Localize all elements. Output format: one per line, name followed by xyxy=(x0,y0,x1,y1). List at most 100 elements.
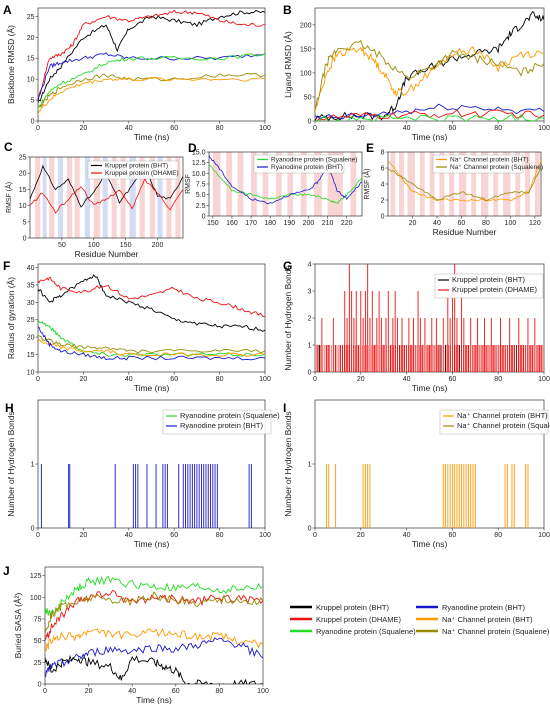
y-tick-label: 35 xyxy=(27,282,35,289)
x-tick-label: 20 xyxy=(80,532,88,539)
x-tick-label: 20 xyxy=(357,532,365,539)
y-tick-label: 25 xyxy=(34,660,42,667)
plot-area xyxy=(326,464,529,528)
y-tick-label: 0 xyxy=(308,526,312,533)
x-tick-label: 0 xyxy=(36,125,40,132)
x-tick-label: 40 xyxy=(403,532,411,539)
legend-label: Na⁺ Channel protein (Squalene) xyxy=(442,627,550,636)
x-tick-label: 100 xyxy=(88,242,100,249)
series-line xyxy=(38,9,265,102)
x-tick-label: 100 xyxy=(259,376,271,383)
y-tick-label: 100 xyxy=(300,70,312,77)
legend-box xyxy=(432,154,524,174)
panel-j: 0 20 40 60 80 100 0 25 50 75 100 125 Time (ns) Buried… xyxy=(3,564,269,704)
y-axis-label: RMSF xyxy=(185,174,192,194)
legend-label: Ryanodine protein (BHT) xyxy=(271,164,343,171)
x-tick-label: 40 xyxy=(433,220,441,227)
residue-band xyxy=(449,152,455,216)
residue-band xyxy=(212,152,221,216)
x-tick-label: 150 xyxy=(120,242,132,249)
x-tick-label: 100 xyxy=(259,532,271,539)
x-tick-label: 200 xyxy=(152,242,164,249)
series-line xyxy=(45,637,263,678)
y-tick-label: 5 xyxy=(23,219,27,226)
residue-band xyxy=(275,152,282,216)
y-tick-label: 1 xyxy=(308,462,312,469)
y-axis-label: Number of Hydrogen Bonds xyxy=(6,411,16,516)
y-tick-label: 15 xyxy=(27,56,35,63)
series-line xyxy=(45,627,263,653)
x-tick-label: 20 xyxy=(85,688,93,695)
legend-label: Kruppel protein (BHT) xyxy=(105,163,168,170)
plot-area xyxy=(388,159,541,202)
x-tick-label: 40 xyxy=(403,376,411,383)
y-tick-label: 5 xyxy=(31,98,35,105)
residue-band xyxy=(35,157,41,238)
panel-label: A xyxy=(3,3,12,17)
plot-area xyxy=(45,575,263,684)
residue-band xyxy=(58,157,64,238)
x-tick-label: 100 xyxy=(257,688,269,695)
residue-band xyxy=(471,152,477,216)
panel-label: D xyxy=(188,141,197,155)
y-tick-label: 20 xyxy=(27,335,35,342)
x-tick-label: 60 xyxy=(170,376,178,383)
y-tick-label: 10 xyxy=(27,77,35,84)
residue-band xyxy=(300,152,307,216)
y-tick-label: 0 xyxy=(23,236,27,243)
legend-box xyxy=(87,160,179,180)
y-axis-label: Buried SASA (Å²) xyxy=(13,593,23,659)
panel-c: 50 100 150 200 0 5 10 15 20 25 Residue Number RMSF … xyxy=(4,140,184,259)
x-tick-label: 60 xyxy=(449,532,457,539)
series-line xyxy=(315,103,544,120)
x-tick-label: 80 xyxy=(494,125,502,132)
panel-a: 0 20 40 60 80 100 0 5 10 15 20 25 Time (ns) Backbone … xyxy=(3,3,271,142)
x-tick-label: 80 xyxy=(216,376,224,383)
series-line xyxy=(38,72,265,108)
series-line xyxy=(38,276,265,317)
series-line xyxy=(315,39,544,111)
y-tick-label: 1 xyxy=(308,343,312,350)
residue-band xyxy=(534,152,540,216)
legend-label: Na⁺ Channel protein (BHT) xyxy=(450,157,529,164)
axes-frame xyxy=(29,156,184,239)
residue-band xyxy=(226,152,232,216)
legend-label: Na⁺ Channel protein (Squalene) xyxy=(457,421,550,430)
residue-band xyxy=(503,152,511,216)
legend-box xyxy=(439,409,549,435)
x-axis-label: Time (ns) xyxy=(136,695,172,704)
x-tick-label: 40 xyxy=(403,125,411,132)
y-tick-label: 15 xyxy=(27,352,35,359)
x-tick-label: 100 xyxy=(538,376,550,383)
y-axis-label: Number of Hydrogen Bonds xyxy=(283,265,293,370)
x-tick-label: 0 xyxy=(313,532,317,539)
legend-label: Kruppel protein (DHAME) xyxy=(316,615,402,624)
x-tick-label: 60 xyxy=(449,376,457,383)
residue-band xyxy=(129,157,136,238)
axes-frame xyxy=(314,7,545,122)
panel-i: 0 20 40 60 80 100 0 1 Time (ns) Number of Hydroge… xyxy=(283,399,550,549)
series-line xyxy=(38,334,265,354)
y-tick-label: 50 xyxy=(304,94,312,101)
panel-e: 20 40 60 80 100 120 0 2 4 6 8 Residue Number RMSF (Å… xyxy=(362,141,543,237)
legend-label: Na⁺ Channel protein (BHT) xyxy=(442,615,533,624)
y-tick-label: 2.5 xyxy=(196,203,206,210)
x-tick-label: 200 xyxy=(303,220,315,227)
panel-d: 150 160 170 180 190 200 210 220 0 2.5 5.0 7.5 10.0 12… xyxy=(185,141,363,227)
legend-label: Kruppel protein (DHAME) xyxy=(105,170,179,177)
residue-band xyxy=(439,152,445,216)
legend-label: Ryanodine protein (Squalene) xyxy=(316,627,416,636)
y-tick-label: 15.0 xyxy=(192,150,206,157)
series-line xyxy=(30,177,183,214)
plot-area xyxy=(38,274,265,361)
x-tick-label: 190 xyxy=(283,220,295,227)
axes-frame xyxy=(37,7,266,122)
residue-band xyxy=(429,152,435,216)
x-tick-label: 20 xyxy=(357,125,365,132)
x-tick-label: 40 xyxy=(128,688,136,695)
x-axis-label: Time (ns) xyxy=(134,132,170,142)
y-tick-label: 2 xyxy=(308,316,312,323)
x-axis-label: Time (ns) xyxy=(134,383,170,393)
x-tick-label: 0 xyxy=(43,688,47,695)
panel-label: C xyxy=(4,140,13,154)
